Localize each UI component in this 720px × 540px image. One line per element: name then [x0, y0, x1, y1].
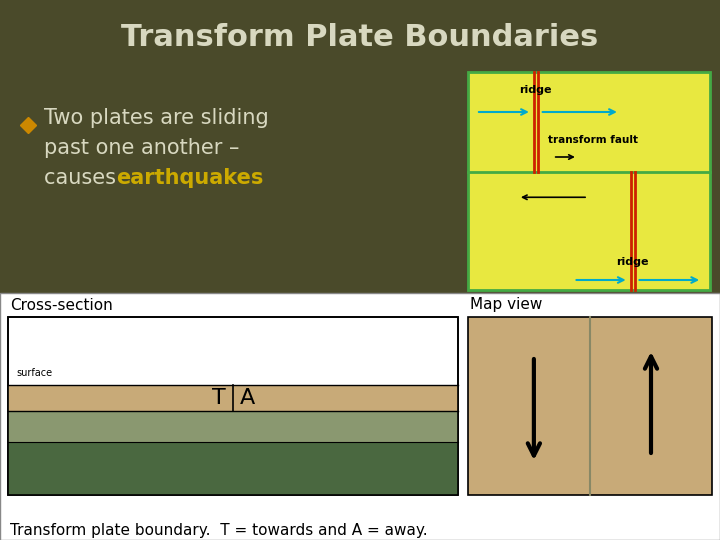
- Bar: [8, 384, 458, 411]
- Text: Cross-section: Cross-section: [10, 298, 113, 313]
- Text: earthquakes: earthquakes: [116, 168, 264, 188]
- Text: A: A: [239, 388, 255, 408]
- Text: transform fault: transform fault: [548, 135, 638, 145]
- Bar: [8, 411, 458, 442]
- Text: causes: causes: [44, 168, 122, 188]
- Text: Transform plate boundary.  T = towards and A = away.: Transform plate boundary. T = towards an…: [10, 523, 428, 537]
- Bar: [8, 317, 458, 495]
- Text: past one another –: past one another –: [44, 138, 239, 158]
- Bar: [468, 72, 710, 290]
- Text: T: T: [212, 388, 226, 408]
- Bar: [8, 442, 458, 495]
- Text: Transform Plate Boundaries: Transform Plate Boundaries: [122, 24, 598, 52]
- Text: Map view: Map view: [470, 298, 542, 313]
- Text: ridge: ridge: [520, 85, 552, 95]
- Bar: [468, 317, 712, 495]
- Text: surface: surface: [16, 368, 52, 377]
- Bar: [8, 317, 458, 495]
- Bar: [0, 293, 720, 540]
- Text: Two plates are sliding: Two plates are sliding: [44, 108, 269, 128]
- Text: ridge: ridge: [616, 257, 649, 267]
